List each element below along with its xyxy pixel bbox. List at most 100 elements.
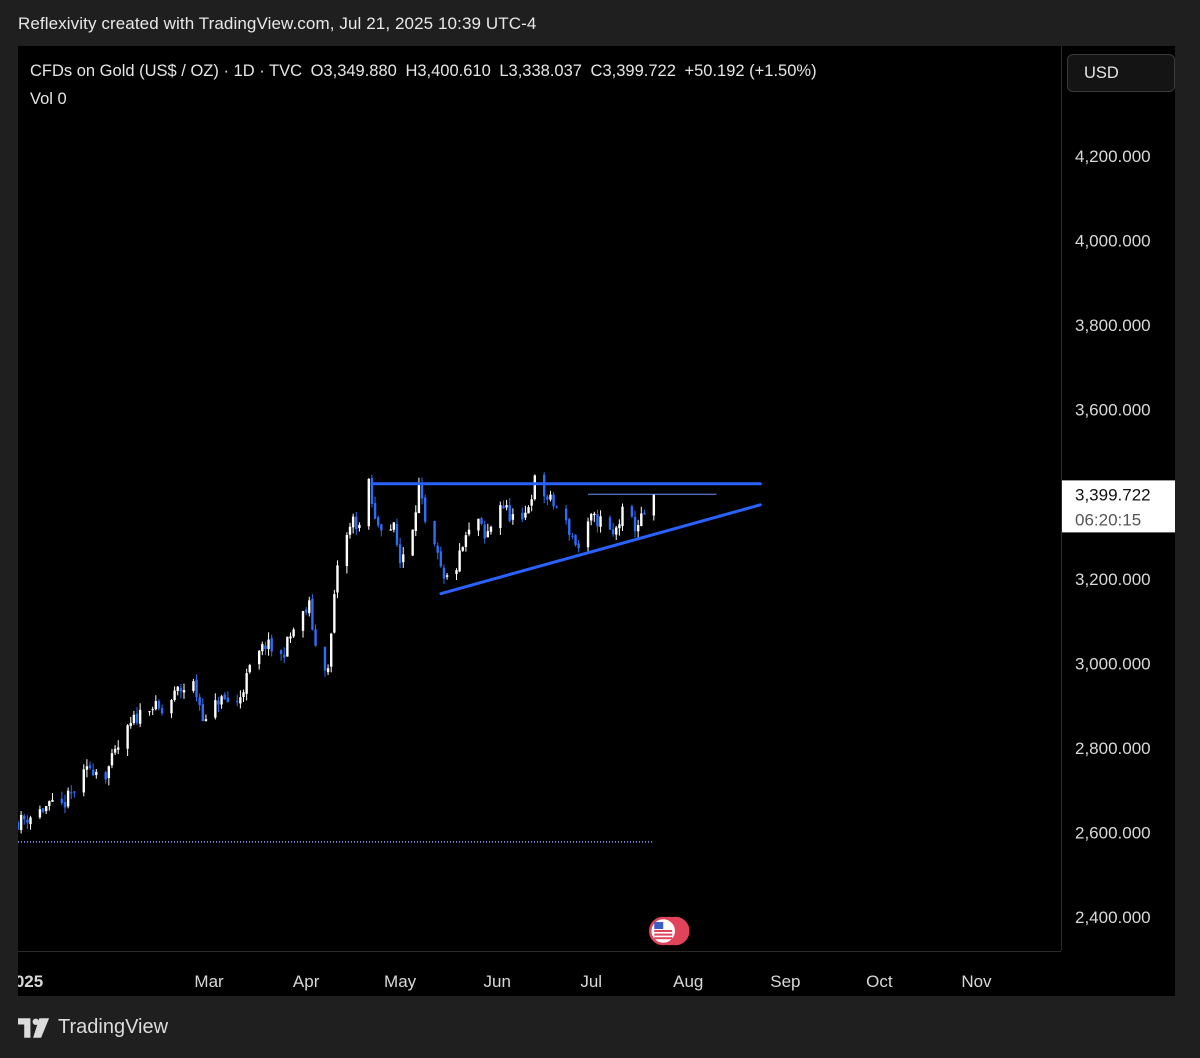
candle-body [248, 665, 251, 673]
candle-body [18, 822, 20, 830]
candle-body [564, 508, 568, 521]
candle-body [160, 708, 164, 714]
candle-body [220, 696, 223, 705]
candle-body [117, 747, 120, 750]
candle-body [132, 714, 136, 724]
candle-body [304, 609, 308, 613]
candles [18, 472, 656, 834]
candle-body [38, 809, 42, 818]
candle-body [289, 636, 292, 639]
candle-body [398, 544, 402, 564]
candle-body [82, 769, 85, 793]
candle-body [464, 535, 468, 548]
candle-body [63, 802, 67, 808]
candle-body [568, 519, 571, 536]
candle-body [505, 505, 508, 508]
candle-body [589, 514, 593, 521]
axis-separators [18, 46, 1062, 952]
candle-body [60, 798, 64, 804]
price-tick-label: 2,400.000 [1075, 908, 1151, 927]
candle-body [44, 806, 48, 812]
candle-body [640, 513, 643, 526]
flag-stripe [654, 930, 673, 932]
candle-body [170, 700, 173, 714]
chart-caption: Reflexivity created with TradingView.com… [18, 14, 537, 33]
candle-body [223, 694, 226, 700]
candle-body [630, 506, 634, 517]
candle-body [279, 650, 283, 655]
time-tick-label: Jun [484, 972, 511, 991]
candle-body [633, 516, 637, 532]
symbol-legend[interactable]: CFDs on Gold (US$ / OZ) · 1D · TVC O3,34… [30, 62, 821, 81]
candle-body [593, 513, 596, 516]
candle-body [348, 526, 352, 535]
candle-body [445, 575, 449, 577]
candle-body [439, 551, 443, 567]
candle-body [217, 700, 220, 705]
candle-body [455, 570, 458, 574]
flag-stripe [654, 933, 673, 936]
price-tick-label: 3,000.000 [1075, 654, 1151, 673]
candle-body [182, 689, 186, 693]
candle-body [511, 514, 515, 520]
candle-body [414, 512, 417, 531]
volume-legend: Vol 0 [30, 90, 67, 108]
time-tick-label: Aug [673, 972, 703, 991]
last-price-box [1062, 480, 1175, 533]
candle-body [204, 719, 208, 722]
candle-body [311, 598, 314, 630]
candle-body [402, 554, 405, 563]
last-candle-body [652, 494, 656, 516]
candle-body [107, 766, 111, 778]
time-axis: 2025 Mar Apr May Jun Jul Aug Sep Oct Nov [18, 972, 992, 991]
candle-body [571, 535, 574, 537]
candle-body [502, 505, 505, 509]
candle-body [574, 534, 577, 545]
candle-body [433, 521, 436, 545]
candle-body [51, 799, 54, 802]
candle-body [135, 713, 139, 724]
flag-canton [654, 922, 664, 929]
candle-body [420, 483, 424, 499]
chart-canvas[interactable]: 4,400.0004,200.0004,000.0003,800.0003,60… [18, 46, 1175, 996]
candle-body [395, 523, 399, 545]
candle-body [411, 529, 414, 556]
candle-body [173, 690, 176, 701]
candle-body [355, 516, 358, 530]
candle-body [555, 506, 558, 508]
candle-body [151, 709, 154, 711]
candle-body [104, 772, 107, 780]
candle-body [423, 497, 427, 522]
candle-body [198, 697, 201, 706]
legend-close: C3,399.722 [590, 62, 676, 80]
last-price-marker: 3,399.722 06:20:15 [1062, 480, 1175, 533]
currency-button[interactable]: USD [1067, 54, 1175, 92]
bar-countdown: 06:20:15 [1075, 510, 1141, 529]
tradingview-brand[interactable]: TradingView [18, 1016, 168, 1039]
candle-body [480, 518, 483, 524]
candle-body [586, 521, 590, 548]
legend-open: O3,349.880 [310, 62, 397, 80]
candle-body [95, 771, 98, 776]
price-axis: 4,400.0004,200.0004,000.0003,800.0003,60… [1075, 62, 1151, 927]
candle-body [389, 529, 392, 531]
candle-body [286, 636, 289, 657]
chart-pane[interactable]: 4,400.0004,200.0004,000.0003,800.0003,60… [18, 46, 1175, 996]
candle-body [85, 766, 89, 770]
candle-body [442, 567, 446, 579]
candle-body [467, 529, 471, 535]
candle-body [154, 701, 158, 710]
candle-body [351, 516, 355, 528]
flag-stripe [654, 937, 673, 940]
candle-body [148, 711, 151, 713]
candle-body [621, 506, 624, 527]
legend-low: L3,338.037 [499, 62, 582, 80]
symbol-name[interactable]: CFDs on Gold (US$ / OZ) · 1D · TVC [30, 62, 302, 80]
candle-body [301, 611, 305, 631]
candle-body [542, 474, 546, 497]
last-price-value: 3,399.722 [1075, 485, 1151, 504]
candle-body [110, 753, 114, 766]
candle-body [261, 644, 264, 652]
candle-body [370, 477, 374, 504]
candle-body [267, 639, 270, 649]
